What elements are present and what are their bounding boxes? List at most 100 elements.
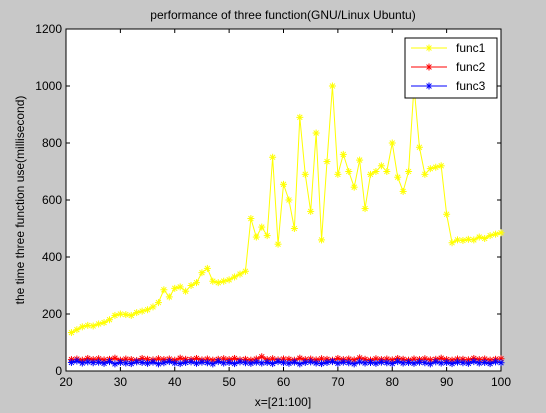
legend-marker-func3 xyxy=(425,82,433,90)
data-point-func3 xyxy=(318,360,326,368)
data-point-func3 xyxy=(328,358,336,366)
x-tick-label: 100 xyxy=(491,375,511,389)
data-point-func3 xyxy=(247,359,255,367)
data-point-func3 xyxy=(165,358,173,366)
x-tick-label: 30 xyxy=(114,375,128,389)
x-tick-label: 90 xyxy=(440,375,454,389)
data-point-func3 xyxy=(350,360,358,368)
data-point-func3 xyxy=(415,358,423,366)
data-point-func1 xyxy=(356,156,364,164)
data-point-func2 xyxy=(497,355,505,363)
data-point-func3 xyxy=(203,359,211,367)
data-point-func1 xyxy=(290,225,298,232)
data-point-func2 xyxy=(421,355,429,363)
y-axis-label: the time three function use(millisecond) xyxy=(13,96,27,305)
data-point-func3 xyxy=(100,359,108,367)
data-point-func3 xyxy=(296,360,304,368)
data-point-func3 xyxy=(464,359,472,367)
data-point-func1 xyxy=(247,215,255,223)
data-point-func3 xyxy=(95,358,103,366)
data-point-func1 xyxy=(78,323,86,331)
data-point-func1 xyxy=(84,321,92,329)
data-point-func1 xyxy=(116,310,124,318)
data-point-func3 xyxy=(497,359,505,367)
data-point-func1 xyxy=(154,299,162,307)
y-tick-label: 400 xyxy=(42,250,62,264)
data-point-func3 xyxy=(399,359,407,367)
y-tick-label: 200 xyxy=(42,307,62,321)
data-point-func1 xyxy=(443,210,451,218)
chart-title: performance of three function(GNU/Linux … xyxy=(150,8,415,22)
data-point-func3 xyxy=(225,358,233,366)
data-point-func3 xyxy=(361,359,369,367)
y-tick-label: 1200 xyxy=(35,22,62,36)
data-point-func3 xyxy=(263,358,271,366)
data-point-func3 xyxy=(405,358,413,366)
data-point-func3 xyxy=(307,358,315,366)
data-point-func1 xyxy=(111,311,119,319)
data-point-func3 xyxy=(377,358,385,366)
data-point-func1 xyxy=(231,273,239,281)
data-point-func1 xyxy=(405,168,413,175)
legend-marker-func2 xyxy=(425,63,433,71)
y-tick-label: 1000 xyxy=(35,79,62,93)
data-point-func1 xyxy=(399,187,407,195)
data-point-func3 xyxy=(280,359,287,367)
data-point-func3 xyxy=(301,358,309,366)
data-point-func3 xyxy=(149,358,157,366)
data-point-func1 xyxy=(187,282,195,289)
data-point-func1 xyxy=(454,236,461,244)
data-point-func3 xyxy=(176,360,184,368)
data-point-func1 xyxy=(176,283,184,291)
data-point-func3 xyxy=(356,358,364,366)
data-point-func1 xyxy=(269,153,277,161)
data-point-func1 xyxy=(209,277,217,285)
data-point-func3 xyxy=(241,359,249,367)
legend-marker-func1 xyxy=(425,44,433,52)
y-tick-label: 600 xyxy=(42,193,62,207)
data-point-func1 xyxy=(383,168,391,175)
data-point-func3 xyxy=(290,358,298,366)
series-func3 xyxy=(67,357,505,368)
data-point-func1 xyxy=(345,168,353,175)
data-point-func1 xyxy=(165,293,173,301)
data-point-func3 xyxy=(437,359,445,367)
data-point-func3 xyxy=(231,360,239,368)
data-point-func3 xyxy=(214,358,222,366)
data-point-func1 xyxy=(312,129,320,137)
data-point-func3 xyxy=(236,358,244,366)
data-point-func1 xyxy=(252,233,260,241)
data-point-func1 xyxy=(377,162,385,170)
data-point-func3 xyxy=(481,358,489,366)
data-point-func1 xyxy=(220,277,228,285)
data-point-func1 xyxy=(149,303,157,311)
y-tick-label: 800 xyxy=(42,136,62,150)
y-tick-label: 0 xyxy=(55,364,62,378)
data-point-func3 xyxy=(138,358,146,366)
data-point-func3 xyxy=(475,359,483,367)
data-point-func3 xyxy=(367,358,374,366)
data-point-func3 xyxy=(345,359,353,367)
data-point-func3 xyxy=(209,360,217,368)
x-axis-label: x=[21:100] xyxy=(255,395,311,409)
data-point-func1 xyxy=(144,306,152,314)
data-point-func3 xyxy=(193,359,200,367)
data-point-func3 xyxy=(154,360,162,368)
data-point-func3 xyxy=(334,359,342,367)
data-point-func3 xyxy=(78,359,86,367)
data-point-func1 xyxy=(73,326,81,334)
data-point-func1 xyxy=(334,170,342,178)
data-point-func3 xyxy=(187,358,195,366)
data-point-func3 xyxy=(220,359,228,367)
data-point-func1 xyxy=(160,286,168,294)
data-point-func1 xyxy=(95,320,103,328)
data-point-func3 xyxy=(111,360,119,368)
data-point-func1 xyxy=(415,143,423,151)
data-point-func3 xyxy=(339,358,347,366)
data-point-func3 xyxy=(160,359,168,367)
x-tick-label: 60 xyxy=(277,375,291,389)
data-point-func1 xyxy=(274,240,282,248)
x-tick-label: 80 xyxy=(386,375,400,389)
